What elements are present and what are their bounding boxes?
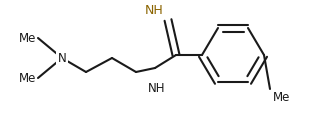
Text: NH: NH	[144, 4, 163, 17]
Text: Me: Me	[19, 32, 36, 44]
Text: Me: Me	[273, 91, 290, 104]
Text: Me: Me	[19, 72, 36, 84]
Text: N: N	[58, 51, 66, 65]
Text: NH: NH	[148, 82, 166, 95]
